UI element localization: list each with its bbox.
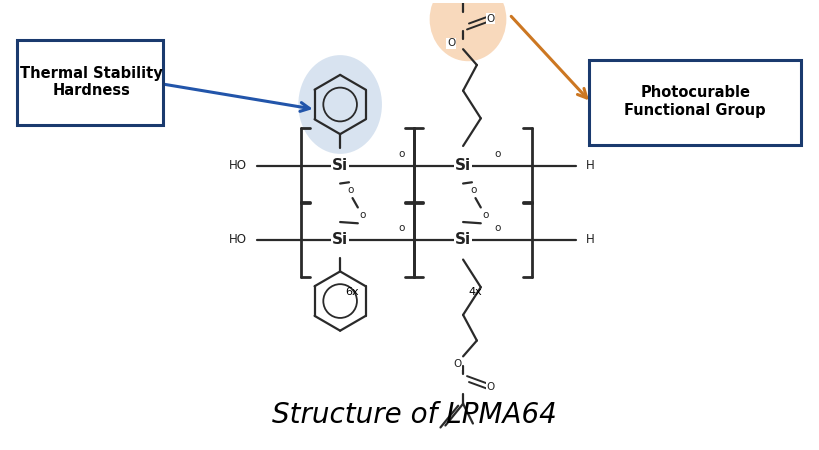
Text: 4x: 4x <box>468 287 482 297</box>
Text: Si: Si <box>455 232 471 248</box>
Text: o: o <box>495 149 500 159</box>
Text: H: H <box>586 159 595 172</box>
Text: Si: Si <box>332 232 348 248</box>
Ellipse shape <box>298 55 382 154</box>
Text: Thermal Stability
Hardness: Thermal Stability Hardness <box>20 66 163 98</box>
Ellipse shape <box>430 0 506 61</box>
Text: o: o <box>347 185 354 195</box>
Text: o: o <box>495 223 500 233</box>
Text: Si: Si <box>455 158 471 173</box>
Text: HO: HO <box>229 233 247 246</box>
Text: O: O <box>486 14 495 23</box>
Text: O: O <box>453 359 461 369</box>
FancyBboxPatch shape <box>589 60 802 145</box>
Text: O: O <box>447 38 455 48</box>
Text: Photocurable
Functional Group: Photocurable Functional Group <box>624 86 766 118</box>
Text: HO: HO <box>229 159 247 172</box>
Text: Structure of LPMA64: Structure of LPMA64 <box>272 401 556 429</box>
Text: Si: Si <box>332 158 348 173</box>
Text: o: o <box>360 210 366 220</box>
Text: o: o <box>482 210 489 220</box>
Text: o: o <box>398 149 405 159</box>
Text: O: O <box>486 382 495 392</box>
Text: H: H <box>586 233 595 246</box>
Text: o: o <box>398 223 405 233</box>
FancyBboxPatch shape <box>16 40 163 125</box>
Text: 6x: 6x <box>345 287 359 297</box>
Text: o: o <box>471 185 477 195</box>
